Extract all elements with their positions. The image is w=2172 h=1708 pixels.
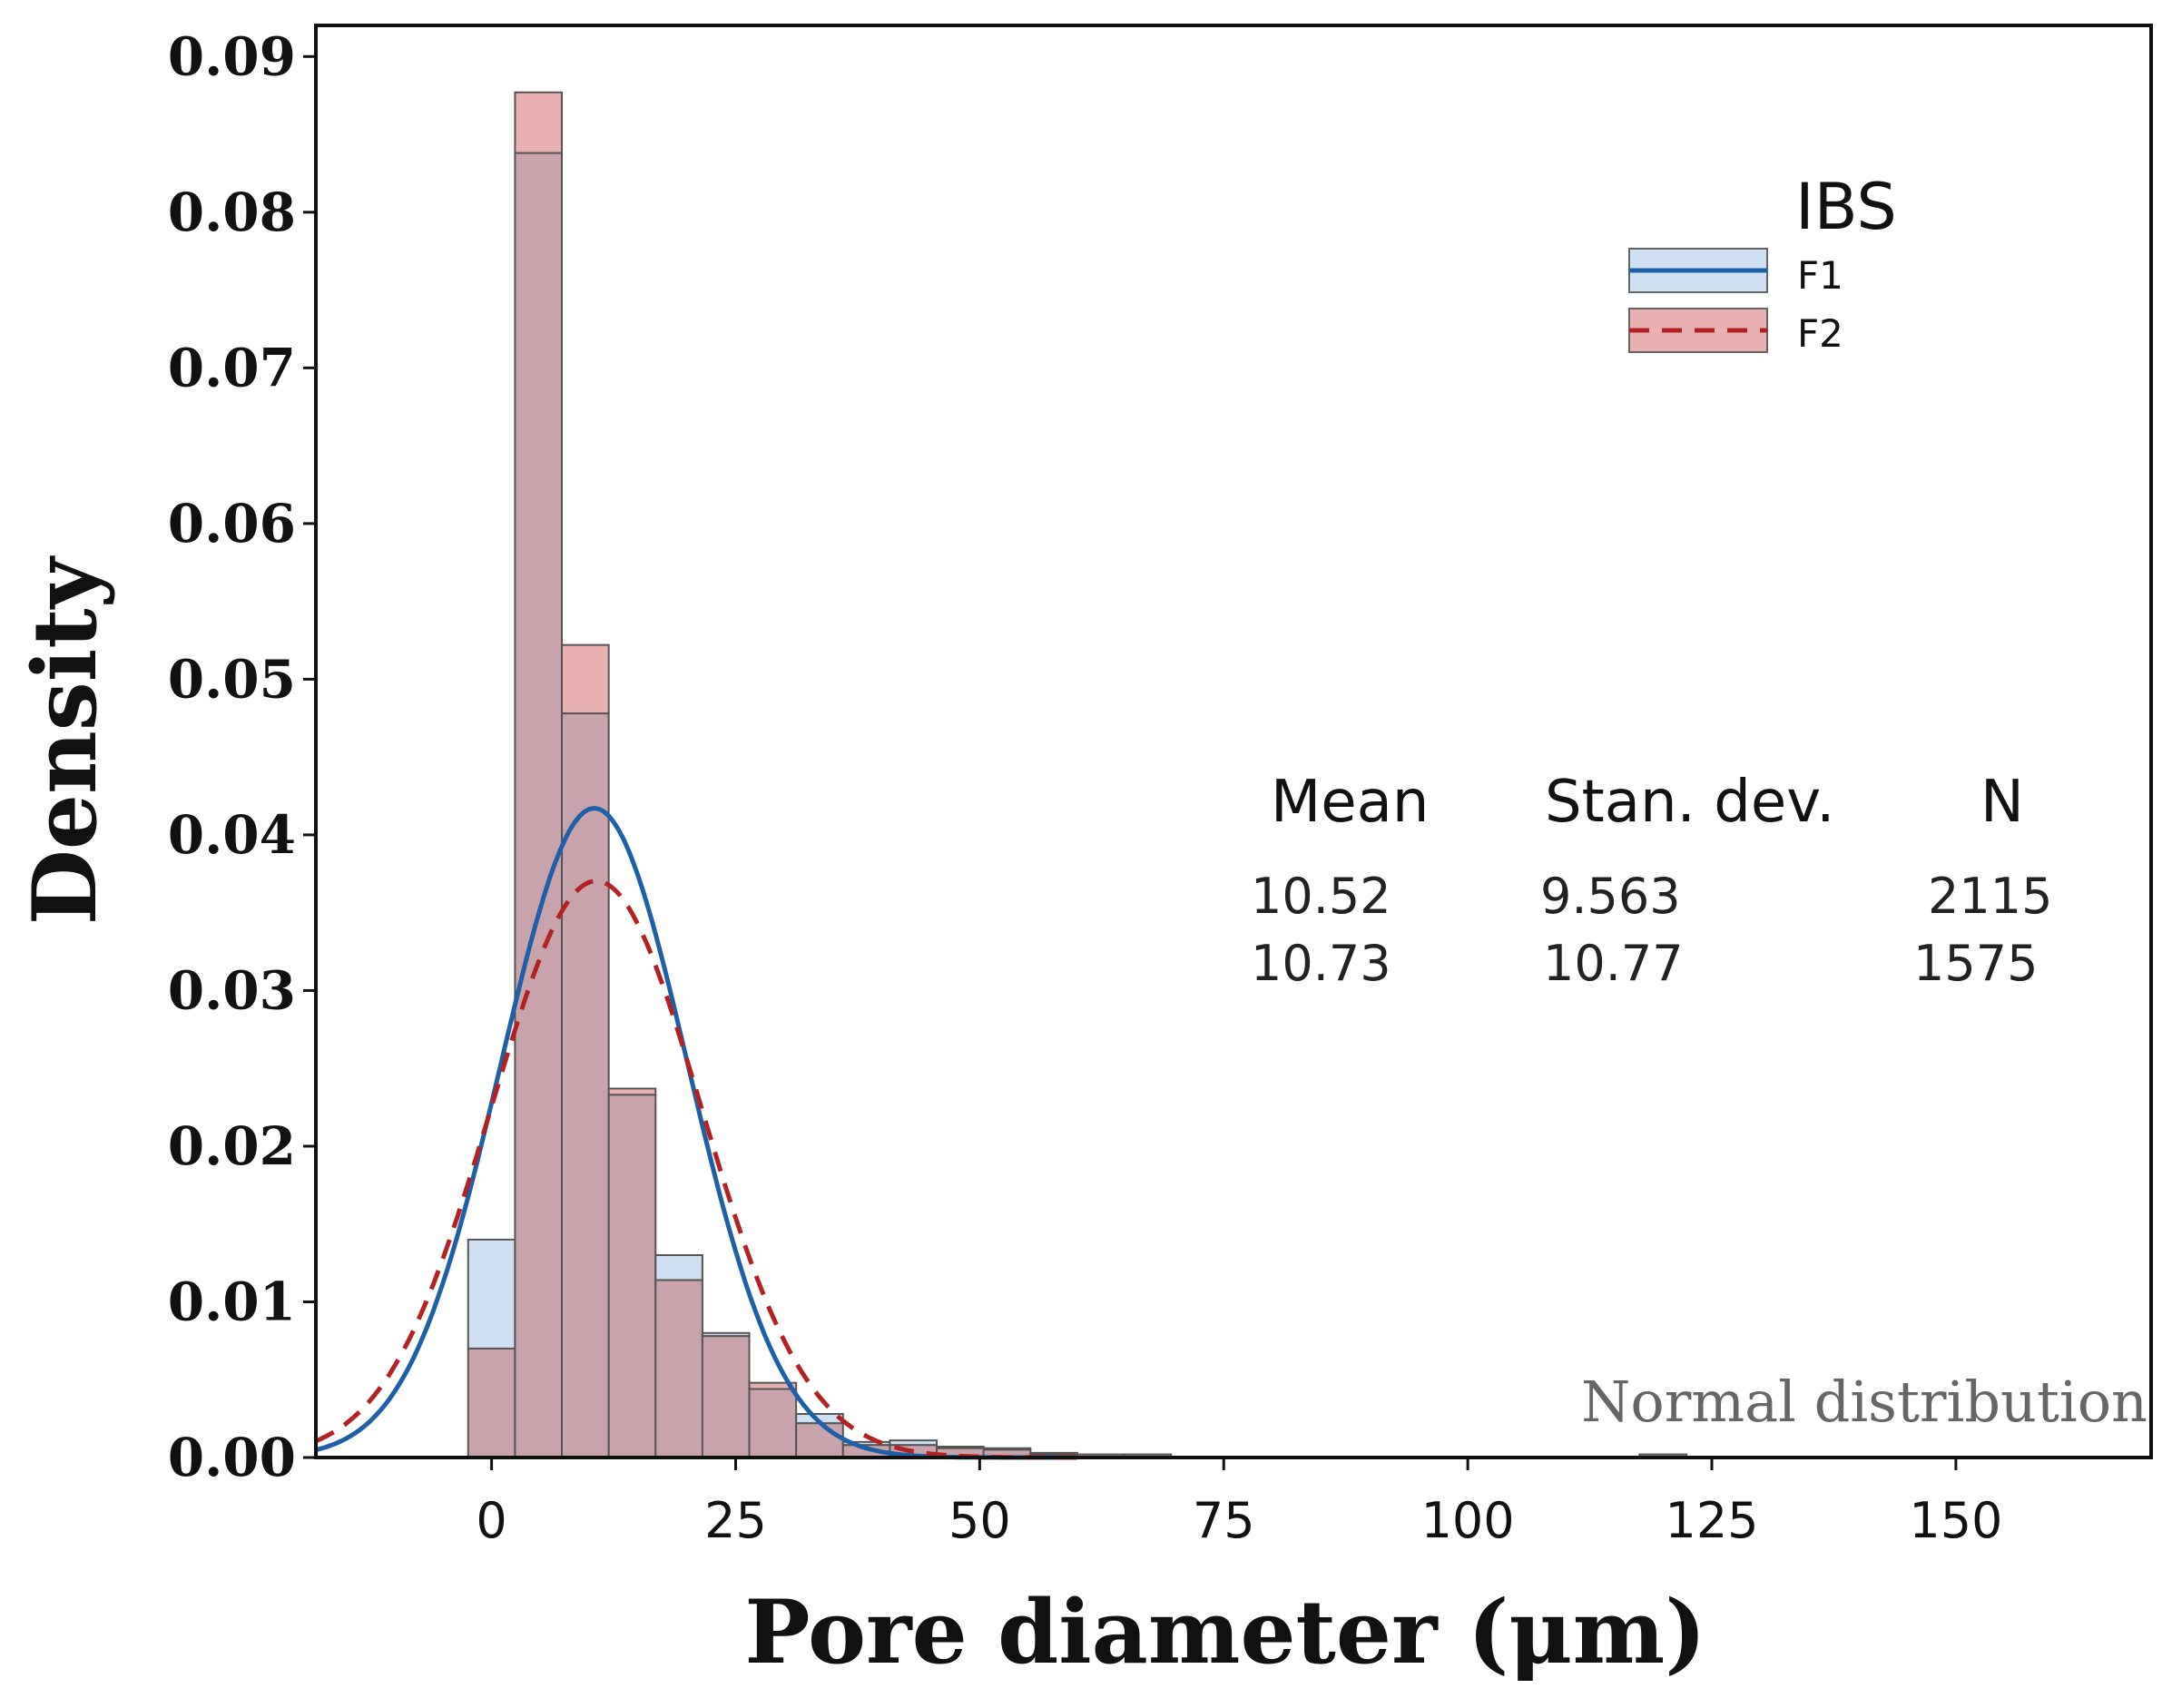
x-tick-label: 125 xyxy=(1665,1492,1758,1549)
bar-f2-excess xyxy=(561,643,610,715)
legend-label-f2: F2 xyxy=(1797,311,1843,356)
legend-title: IBS xyxy=(1795,170,1897,244)
x-tick-label: 150 xyxy=(1909,1492,2002,1549)
y-tick-label: 0.01 xyxy=(168,1271,296,1332)
bars-layer xyxy=(467,91,1688,1459)
legend-label-f1: F1 xyxy=(1797,253,1843,298)
bar-overlap xyxy=(607,1094,657,1459)
y-tick-label: 0.05 xyxy=(168,648,296,710)
plot-frame xyxy=(314,24,2153,1459)
x-tick-label: 0 xyxy=(476,1492,506,1549)
y-tick-label: 0.08 xyxy=(168,182,296,243)
bar-overlap xyxy=(514,152,564,1458)
x-axis-title: Pore diameter (μm) xyxy=(744,1581,1705,1683)
y-tick-label: 0.04 xyxy=(168,804,296,866)
bar-f2-excess xyxy=(607,1087,657,1096)
bar-overlap xyxy=(467,1347,516,1459)
bar-overlap xyxy=(654,1279,703,1458)
y-tick-label: 0.00 xyxy=(168,1427,296,1488)
bar-f1-excess xyxy=(467,1238,516,1350)
bar-f1-excess xyxy=(654,1254,703,1281)
stats-f1-sd: 9.563 xyxy=(1540,868,1681,925)
bar-overlap xyxy=(795,1422,844,1459)
stats-table: Mean Stan. dev. N 10.52 9.563 2115 10.73… xyxy=(1251,769,2052,992)
x-axis: 0 25 50 75 100 125 150 xyxy=(476,1458,2002,1549)
y-tick-label: 0.07 xyxy=(168,337,296,398)
x-tick-label: 25 xyxy=(704,1492,767,1549)
bar-overlap xyxy=(561,712,610,1458)
stats-f1-mean: 10.52 xyxy=(1251,868,1391,925)
y-axis: 0.00 0.01 0.02 0.03 0.04 0.05 0.06 0.07 0.08 0.09 xyxy=(168,25,316,1488)
normal-curve-f2 xyxy=(314,879,1077,1460)
x-tick-label: 75 xyxy=(1193,1492,1255,1549)
bar-overlap xyxy=(748,1388,798,1458)
stats-f2-mean: 10.73 xyxy=(1251,935,1391,992)
stats-f1-n: 2115 xyxy=(1928,868,2052,925)
normal-distribution-note: Normal distribution xyxy=(1581,1369,2147,1435)
y-axis-title: Density xyxy=(14,555,116,925)
y-tick-label: 0.06 xyxy=(168,493,296,555)
y-tick-label: 0.03 xyxy=(168,959,296,1021)
stats-header-mean: Mean xyxy=(1271,769,1429,836)
y-tick-label: 0.02 xyxy=(168,1115,296,1177)
bar-overlap xyxy=(701,1335,751,1458)
x-tick-label: 100 xyxy=(1421,1492,1515,1549)
stats-header-sd: Stan. dev. xyxy=(1545,769,1834,836)
stats-f2-n: 1575 xyxy=(1913,935,2038,992)
bar-f2-excess xyxy=(514,91,564,154)
legend: IBS F1 F2 xyxy=(1628,170,1897,356)
y-tick-label: 0.09 xyxy=(168,25,296,87)
x-tick-label: 50 xyxy=(948,1492,1011,1549)
stats-header-n: N xyxy=(1980,769,2024,836)
stats-f2-sd: 10.77 xyxy=(1543,935,1684,992)
